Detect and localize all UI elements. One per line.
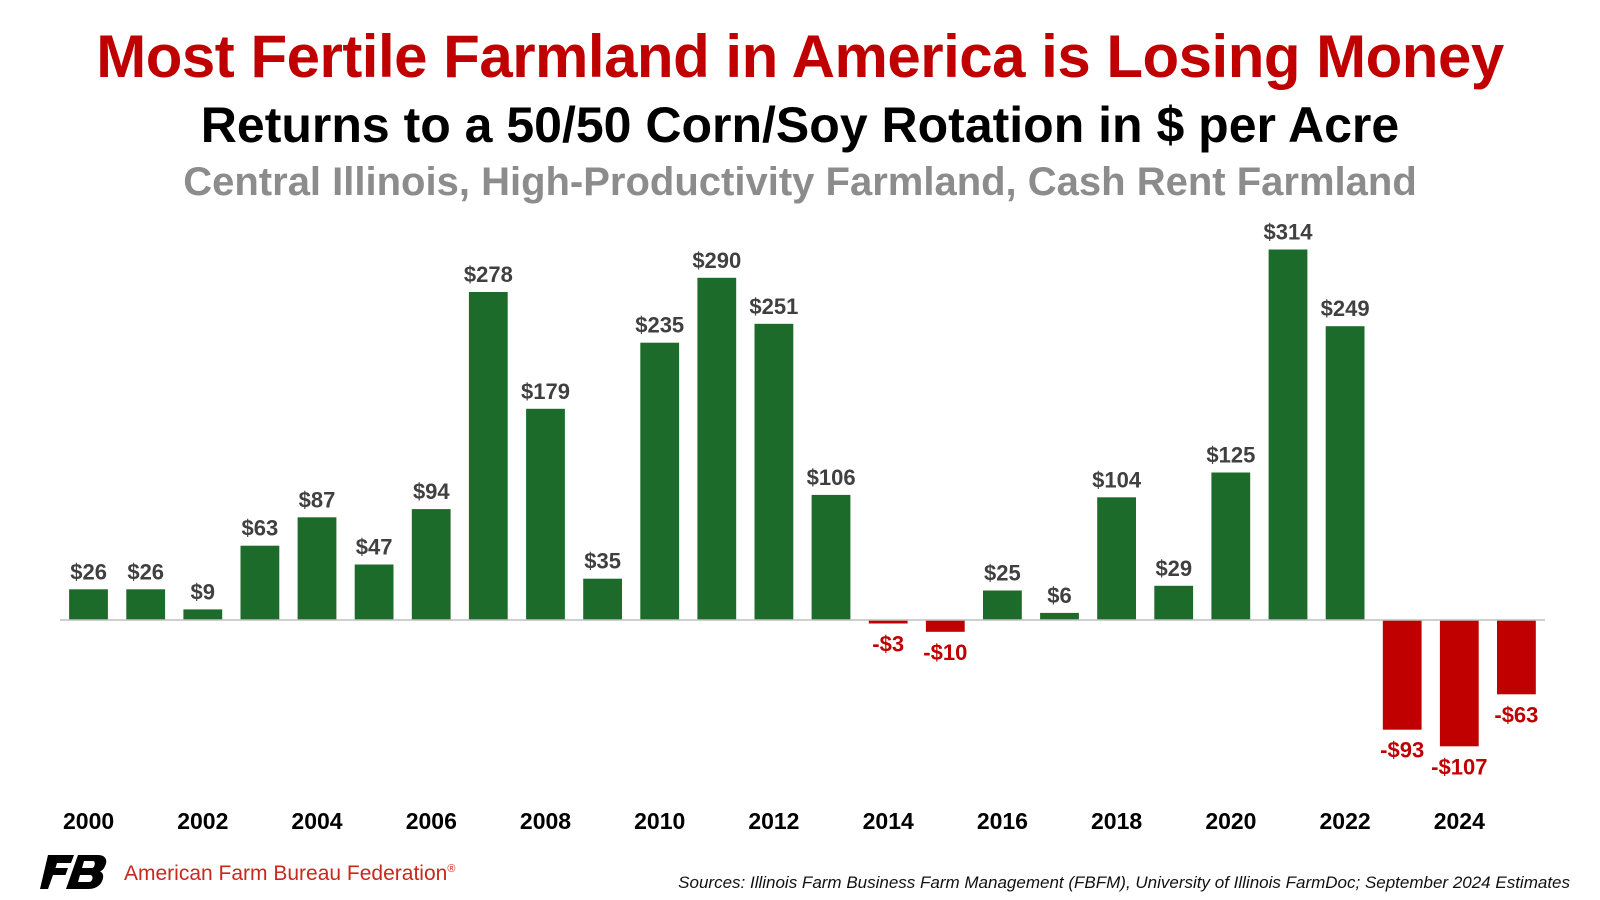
x-tick-2022: 2022 (1320, 808, 1371, 834)
value-label-2003: $63 (242, 516, 279, 541)
x-tick-2006: 2006 (406, 808, 457, 834)
bar-2021 (1268, 249, 1308, 620)
x-tick-2018: 2018 (1091, 808, 1142, 834)
organization-name: American Farm Bureau Federation® (124, 862, 455, 886)
bar-2005 (354, 564, 394, 620)
organization-name-text: American Farm Bureau Federation (124, 862, 448, 885)
bar-2010 (640, 342, 680, 620)
value-label-2011: $290 (692, 248, 741, 273)
bar-2013 (811, 494, 851, 620)
logo-f-shape (40, 855, 74, 889)
value-label-2015: -$10 (923, 640, 967, 665)
bar-2024 (1439, 620, 1479, 747)
bar-2025 (1497, 620, 1536, 695)
value-label-2001: $26 (127, 559, 164, 584)
value-label-2017: $6 (1047, 583, 1071, 608)
bar-2015 (925, 620, 965, 632)
bar-2018 (1097, 497, 1136, 620)
source-note: Sources: Illinois Farm Business Farm Man… (678, 873, 1570, 892)
value-label-2002: $9 (191, 579, 215, 604)
x-tick-2024: 2024 (1434, 808, 1485, 834)
bar-2002 (183, 609, 223, 620)
value-label-2006: $94 (413, 479, 450, 504)
bar-2006 (411, 509, 451, 620)
value-label-2021: $314 (1264, 220, 1314, 245)
chart-subtitle: Returns to a 50/50 Corn/Soy Rotation in … (200, 97, 1400, 153)
bar-2019 (1154, 585, 1194, 620)
value-label-2008: $179 (521, 379, 570, 404)
value-label-2000: $26 (70, 559, 107, 584)
bar-2001 (126, 589, 166, 620)
bar-2004 (297, 517, 337, 620)
bar-2000 (69, 589, 108, 620)
value-label-2022: $249 (1321, 296, 1370, 321)
x-tick-2016: 2016 (977, 808, 1028, 834)
x-tick-2002: 2002 (177, 808, 228, 834)
value-label-2010: $235 (635, 313, 684, 338)
bar-2008 (526, 408, 565, 620)
bar-2014 (868, 620, 908, 624)
bar-2023 (1382, 620, 1422, 730)
x-tick-2000: 2000 (63, 808, 114, 834)
logo-b-shape (66, 855, 107, 889)
x-tick-2020: 2020 (1205, 808, 1256, 834)
x-tick-2008: 2008 (520, 808, 571, 834)
registered-mark: ® (447, 863, 456, 875)
value-label-2012: $251 (749, 294, 798, 319)
bar-2022 (1325, 326, 1365, 620)
value-label-2005: $47 (356, 535, 393, 560)
chart-subtitle-location: Central Illinois, High-Productivity Farm… (183, 160, 1417, 204)
x-tick-2012: 2012 (748, 808, 799, 834)
x-tick-2014: 2014 (863, 808, 914, 834)
bars-group (69, 249, 1536, 747)
bar-2009 (583, 578, 622, 620)
x-tick-2010: 2010 (634, 808, 685, 834)
bar-2007 (468, 292, 508, 620)
bar-2011 (697, 277, 737, 620)
x-tick-2004: 2004 (291, 808, 342, 834)
value-label-2020: $125 (1206, 443, 1255, 468)
fb-logo-icon (40, 855, 107, 889)
x-tick-labels-group: 2000 2002 2004 2006 2008 2010 2012 2014 2016 2018… (63, 808, 1485, 834)
bar-2020 (1211, 472, 1251, 620)
value-label-2019: $29 (1155, 556, 1192, 581)
value-label-2009: $35 (584, 549, 621, 574)
value-label-2004: $87 (299, 487, 336, 512)
value-label-2024: -$107 (1431, 754, 1487, 779)
chart-title: Most Fertile Farmland in America is Losi… (96, 23, 1504, 90)
value-label-2016: $25 (984, 561, 1021, 586)
value-label-2025: -$63 (1494, 702, 1538, 727)
bar-2012 (754, 323, 794, 620)
bar-2017 (1040, 612, 1079, 620)
value-label-2023: -$93 (1380, 738, 1424, 763)
value-label-2014: -$3 (872, 632, 904, 657)
value-label-2018: $104 (1092, 467, 1142, 492)
value-label-2007: $278 (464, 262, 513, 287)
bar-2003 (240, 545, 280, 620)
value-labels-group: $26 $26 $9 $63 $87 $47 $94 $278 $179 $35 $235 $290 $… (70, 220, 1538, 780)
value-label-2013: $106 (807, 465, 856, 490)
bar-2016 (983, 590, 1022, 620)
